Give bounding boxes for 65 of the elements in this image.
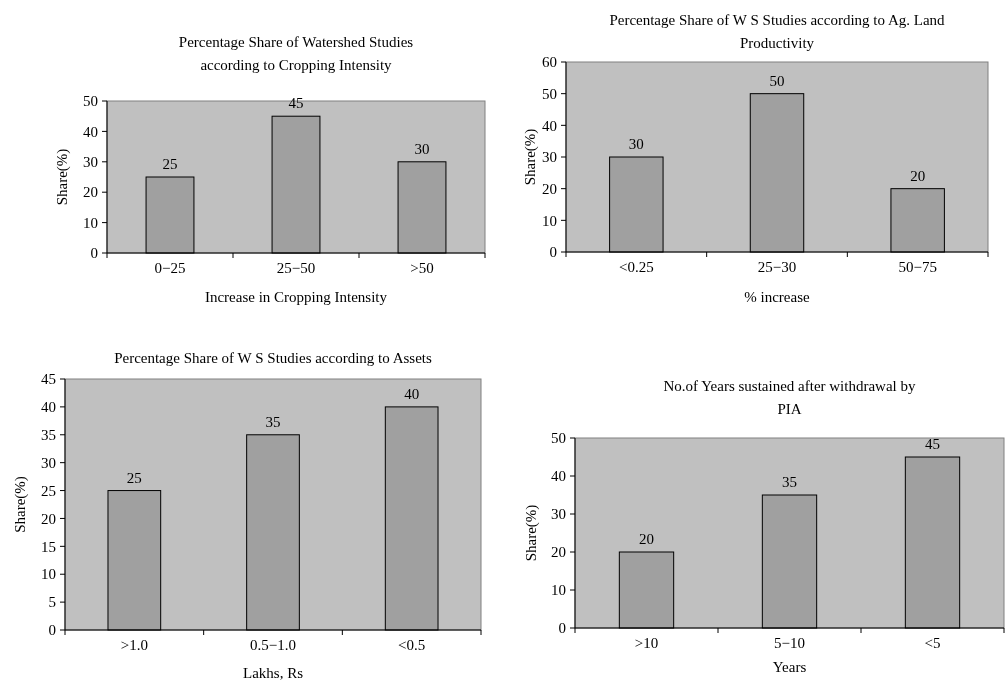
y-axis-title: Share(%) — [523, 504, 541, 562]
x-axis-title: Increase in Cropping Intensity — [204, 289, 388, 306]
chart-title: Percentage Share of Watershed Studies according to Cropping Intensity — [178, 34, 414, 74]
y-tick-label: 15 — [41, 538, 56, 555]
data-label: 20 — [639, 531, 654, 547]
y-tick-label: 30 — [41, 454, 56, 471]
x-tick-label: 5−10 — [774, 635, 805, 651]
x-tick-label: >1.0 — [120, 637, 148, 653]
y-tick-label: 0 — [549, 244, 557, 261]
x-tick-label: 25−30 — [757, 259, 797, 275]
chart-title: No.of Years sustained after withdrawal by PIA — [663, 378, 917, 418]
y-tick-label: 10 — [83, 214, 98, 231]
y-tick-label: 0 — [48, 622, 56, 639]
x-tick-label: <5 — [924, 635, 941, 651]
y-axis-title: Share(%) — [54, 148, 72, 206]
chart-title: Percentage Share of W S Studies according to Assets — [114, 350, 433, 367]
y-tick-label: 20 — [542, 180, 557, 197]
y-tick-label: 30 — [83, 154, 98, 171]
data-label: 40 — [404, 385, 420, 402]
x-tick-label: 25−50 — [276, 260, 316, 276]
y-tick-label: 0 — [558, 620, 566, 637]
y-tick-label: 35 — [41, 427, 56, 444]
data-label: 35 — [782, 474, 797, 490]
data-label: 20 — [910, 167, 926, 184]
data-label: 25 — [162, 156, 178, 172]
y-tick-label: 25 — [41, 482, 56, 499]
x-tick-label: 50−75 — [898, 259, 937, 275]
x-tick-label: >50 — [410, 260, 434, 276]
chart-title: Percentage Share of W S Studies according to Ag. Land Productivity — [609, 12, 946, 52]
y-tick-label: 20 — [83, 184, 98, 201]
y-tick-label: 30 — [551, 506, 566, 523]
y-tick-label: 0 — [90, 245, 98, 262]
data-label: 45 — [925, 436, 940, 452]
y-axis-title: Share(%) — [12, 476, 30, 533]
x-axis-title: Years — [772, 659, 807, 676]
y-tick-label: 40 — [41, 399, 56, 416]
y-tick-label: 10 — [551, 582, 566, 599]
x-axis-title: Lakhs, Rs — [243, 665, 304, 682]
y-tick-label: 20 — [551, 544, 566, 561]
y-tick-label: 40 — [542, 117, 557, 134]
y-tick-label: 20 — [41, 510, 56, 527]
x-tick-label: >10 — [634, 635, 659, 651]
x-axis-title: % increase — [744, 289, 811, 306]
data-label: 30 — [628, 136, 644, 152]
y-tick-label: 50 — [551, 430, 566, 447]
y-tick-label: 10 — [41, 566, 56, 583]
y-tick-label: 50 — [83, 93, 98, 110]
y-axis-title: Share(%) — [522, 128, 540, 186]
x-tick-label: 0−25 — [154, 260, 186, 276]
data-label: 25 — [126, 469, 142, 486]
y-tick-label: 40 — [83, 123, 98, 140]
data-label: 35 — [265, 413, 281, 430]
y-tick-label: 45 — [41, 371, 56, 388]
data-label: 30 — [414, 140, 430, 157]
x-tick-label: <0.25 — [618, 259, 654, 275]
y-tick-label: 30 — [542, 149, 557, 166]
x-tick-label: 0.5−1.0 — [250, 637, 296, 653]
y-tick-label: 5 — [48, 594, 56, 611]
data-label: 45 — [288, 95, 304, 112]
y-tick-label: 40 — [551, 468, 566, 485]
y-tick-label: 60 — [542, 54, 557, 71]
y-tick-label: 10 — [542, 212, 557, 229]
data-label: 50 — [769, 72, 785, 89]
x-tick-label: <0.5 — [398, 637, 426, 653]
y-tick-label: 50 — [542, 85, 557, 102]
